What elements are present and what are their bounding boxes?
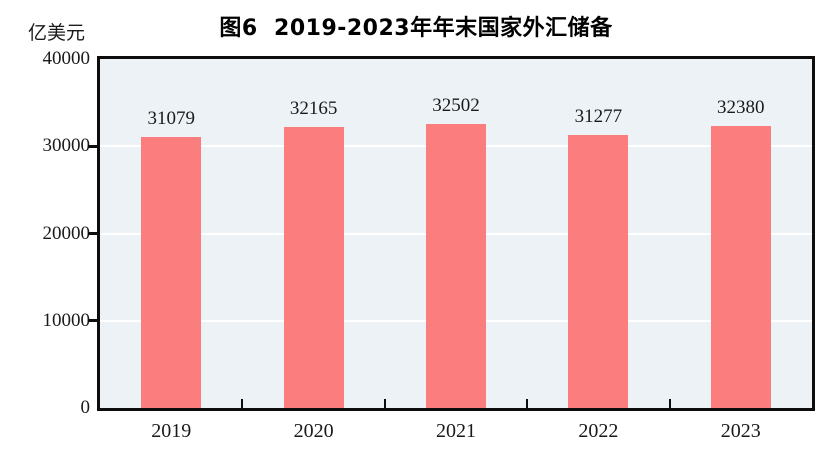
x-tick-label-2023: 2023 xyxy=(720,420,761,442)
x-axis-tick xyxy=(241,399,244,408)
y-tick-label-20000: 20000 xyxy=(42,222,91,244)
bar-2021 xyxy=(426,124,486,408)
x-axis-tick xyxy=(526,399,529,408)
x-tick-label-2019: 2019 xyxy=(151,420,192,442)
y-tick-label-10000: 10000 xyxy=(42,309,91,331)
bar-value-label-2021: 32502 xyxy=(432,95,480,117)
bar-2022 xyxy=(568,135,629,408)
bar-2019 xyxy=(141,136,202,408)
y-axis-tick xyxy=(88,232,97,235)
plot-inner: 31079 32165 32502 31277 32380 xyxy=(100,59,812,408)
chart-title: 图6 2019-2023年年末国家外汇储备 xyxy=(219,16,613,41)
bar-2020 xyxy=(283,127,344,408)
x-tick-label-2020: 2020 xyxy=(293,420,334,442)
bar-value-label-2023: 32380 xyxy=(717,96,765,118)
plot-area: 31079 32165 32502 31277 32380 xyxy=(97,56,815,411)
y-axis-tick xyxy=(88,319,97,323)
x-axis-tick xyxy=(668,399,671,408)
bar-2023 xyxy=(710,125,771,408)
bar-value-label-2020: 32165 xyxy=(289,98,338,120)
bar-value-label-2022: 31277 xyxy=(574,106,623,128)
x-tick-label-2021: 2021 xyxy=(436,420,476,442)
y-axis-unit-label: 亿美元 xyxy=(28,22,86,44)
y-axis-tick xyxy=(88,144,97,148)
y-tick-label-0: 0 xyxy=(80,397,91,418)
bar-value-label-2019: 31079 xyxy=(147,107,195,129)
y-tick-label-30000: 30000 xyxy=(42,135,91,157)
y-tick-label-40000: 40000 xyxy=(42,48,91,69)
x-tick-label-2022: 2022 xyxy=(578,420,619,442)
x-axis-tick xyxy=(383,399,386,408)
